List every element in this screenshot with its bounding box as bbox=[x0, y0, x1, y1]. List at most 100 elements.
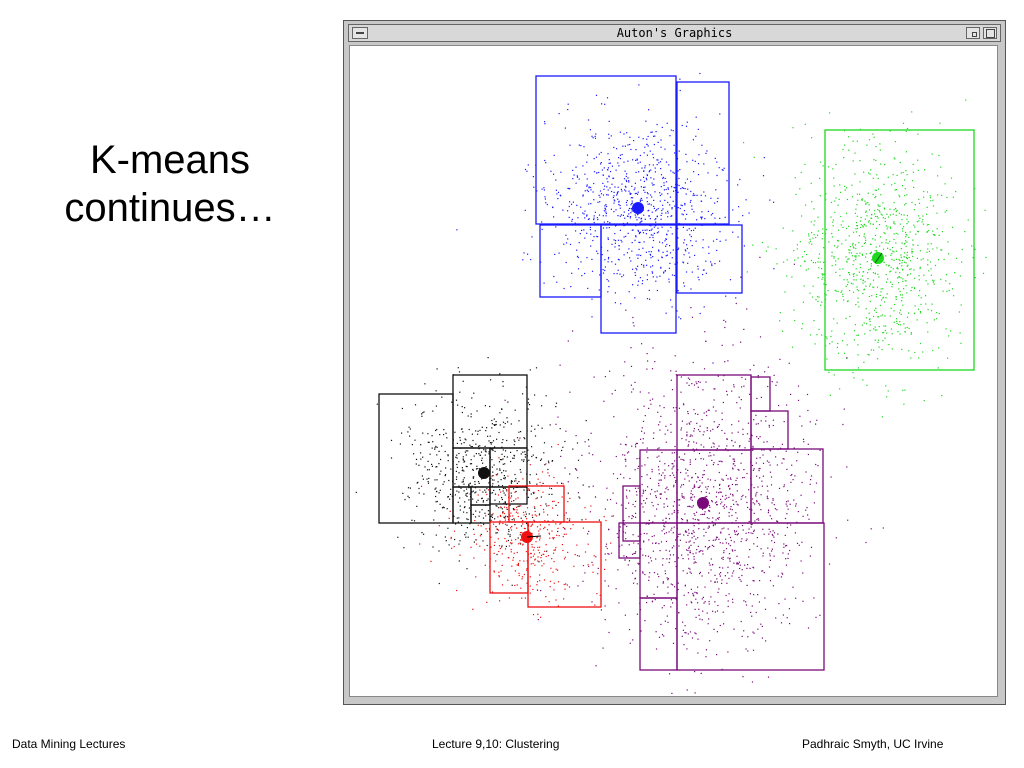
data-point bbox=[933, 280, 935, 282]
data-point bbox=[614, 302, 616, 304]
data-point bbox=[586, 214, 588, 216]
data-point bbox=[731, 549, 733, 551]
data-point bbox=[627, 232, 629, 234]
data-point bbox=[769, 559, 771, 561]
maximize-icon[interactable] bbox=[983, 27, 997, 39]
data-point bbox=[479, 511, 481, 513]
data-point bbox=[528, 404, 531, 406]
window-menu-icon[interactable] bbox=[352, 27, 368, 39]
data-point bbox=[646, 447, 648, 449]
data-point bbox=[690, 434, 692, 436]
data-point bbox=[582, 484, 584, 486]
data-point bbox=[476, 465, 478, 467]
data-point bbox=[537, 619, 539, 621]
data-point bbox=[644, 229, 646, 231]
purple-centroid bbox=[697, 497, 709, 509]
window-titlebar[interactable]: Auton's Graphics bbox=[348, 24, 1001, 42]
data-point bbox=[862, 279, 864, 281]
data-point bbox=[667, 230, 669, 232]
data-point bbox=[584, 441, 586, 443]
data-point bbox=[901, 219, 903, 221]
data-point bbox=[418, 492, 420, 494]
data-point bbox=[745, 199, 747, 201]
data-point bbox=[648, 407, 650, 409]
data-point bbox=[835, 271, 837, 273]
data-point bbox=[770, 476, 773, 478]
data-point bbox=[527, 253, 529, 255]
data-point bbox=[736, 483, 738, 486]
data-point bbox=[910, 333, 912, 335]
data-point bbox=[481, 459, 483, 461]
data-point bbox=[938, 234, 940, 236]
data-point bbox=[673, 511, 675, 513]
data-point bbox=[502, 522, 504, 525]
data-point bbox=[616, 533, 618, 535]
data-point bbox=[685, 468, 687, 470]
data-point bbox=[687, 445, 689, 447]
data-point bbox=[708, 572, 710, 574]
data-point bbox=[669, 475, 671, 477]
data-point bbox=[872, 177, 874, 179]
data-point bbox=[779, 358, 781, 360]
data-point bbox=[652, 550, 654, 552]
data-point bbox=[707, 547, 709, 549]
data-point bbox=[443, 429, 445, 431]
data-point bbox=[639, 222, 641, 224]
data-point bbox=[642, 506, 644, 508]
data-point bbox=[673, 186, 675, 189]
data-point bbox=[705, 531, 707, 533]
data-point bbox=[643, 500, 645, 502]
data-point bbox=[643, 511, 645, 513]
data-point bbox=[925, 295, 927, 297]
data-point bbox=[743, 142, 745, 144]
data-point bbox=[628, 502, 630, 504]
data-point bbox=[718, 167, 720, 169]
data-point bbox=[765, 420, 767, 422]
data-point bbox=[671, 452, 673, 454]
data-point bbox=[764, 608, 767, 610]
data-point bbox=[691, 205, 693, 207]
data-point bbox=[697, 163, 700, 165]
data-point bbox=[945, 280, 947, 282]
data-point bbox=[678, 612, 680, 614]
data-point bbox=[698, 486, 700, 488]
data-point bbox=[564, 556, 566, 558]
data-point bbox=[854, 244, 857, 246]
data-point bbox=[624, 189, 626, 191]
data-point bbox=[459, 437, 461, 439]
data-point bbox=[792, 346, 794, 348]
data-point bbox=[708, 492, 710, 494]
data-point bbox=[645, 259, 647, 261]
data-point bbox=[484, 512, 486, 514]
data-point bbox=[770, 484, 773, 486]
data-point bbox=[885, 264, 887, 266]
data-point bbox=[756, 500, 758, 502]
data-point bbox=[914, 277, 916, 279]
data-point bbox=[682, 226, 684, 228]
data-point bbox=[626, 132, 628, 134]
data-point bbox=[686, 244, 688, 246]
data-point bbox=[643, 532, 645, 535]
data-point bbox=[540, 560, 543, 562]
data-point bbox=[809, 334, 812, 336]
data-point bbox=[629, 217, 631, 219]
data-point bbox=[602, 227, 605, 229]
data-point bbox=[485, 515, 487, 517]
kmeans-plot-canvas[interactable] bbox=[349, 45, 998, 697]
data-point bbox=[673, 274, 676, 277]
data-point bbox=[733, 384, 735, 386]
minimize-icon[interactable] bbox=[966, 27, 980, 39]
data-point bbox=[864, 237, 866, 239]
data-point bbox=[656, 289, 658, 292]
data-point bbox=[491, 423, 493, 425]
data-point bbox=[540, 496, 542, 498]
data-point bbox=[660, 541, 663, 543]
data-point bbox=[828, 563, 831, 565]
data-point bbox=[591, 298, 593, 300]
data-point bbox=[637, 408, 639, 410]
data-point bbox=[593, 158, 595, 160]
data-point bbox=[659, 194, 661, 197]
data-point bbox=[734, 533, 736, 535]
data-point bbox=[474, 516, 477, 518]
data-point bbox=[906, 234, 908, 236]
